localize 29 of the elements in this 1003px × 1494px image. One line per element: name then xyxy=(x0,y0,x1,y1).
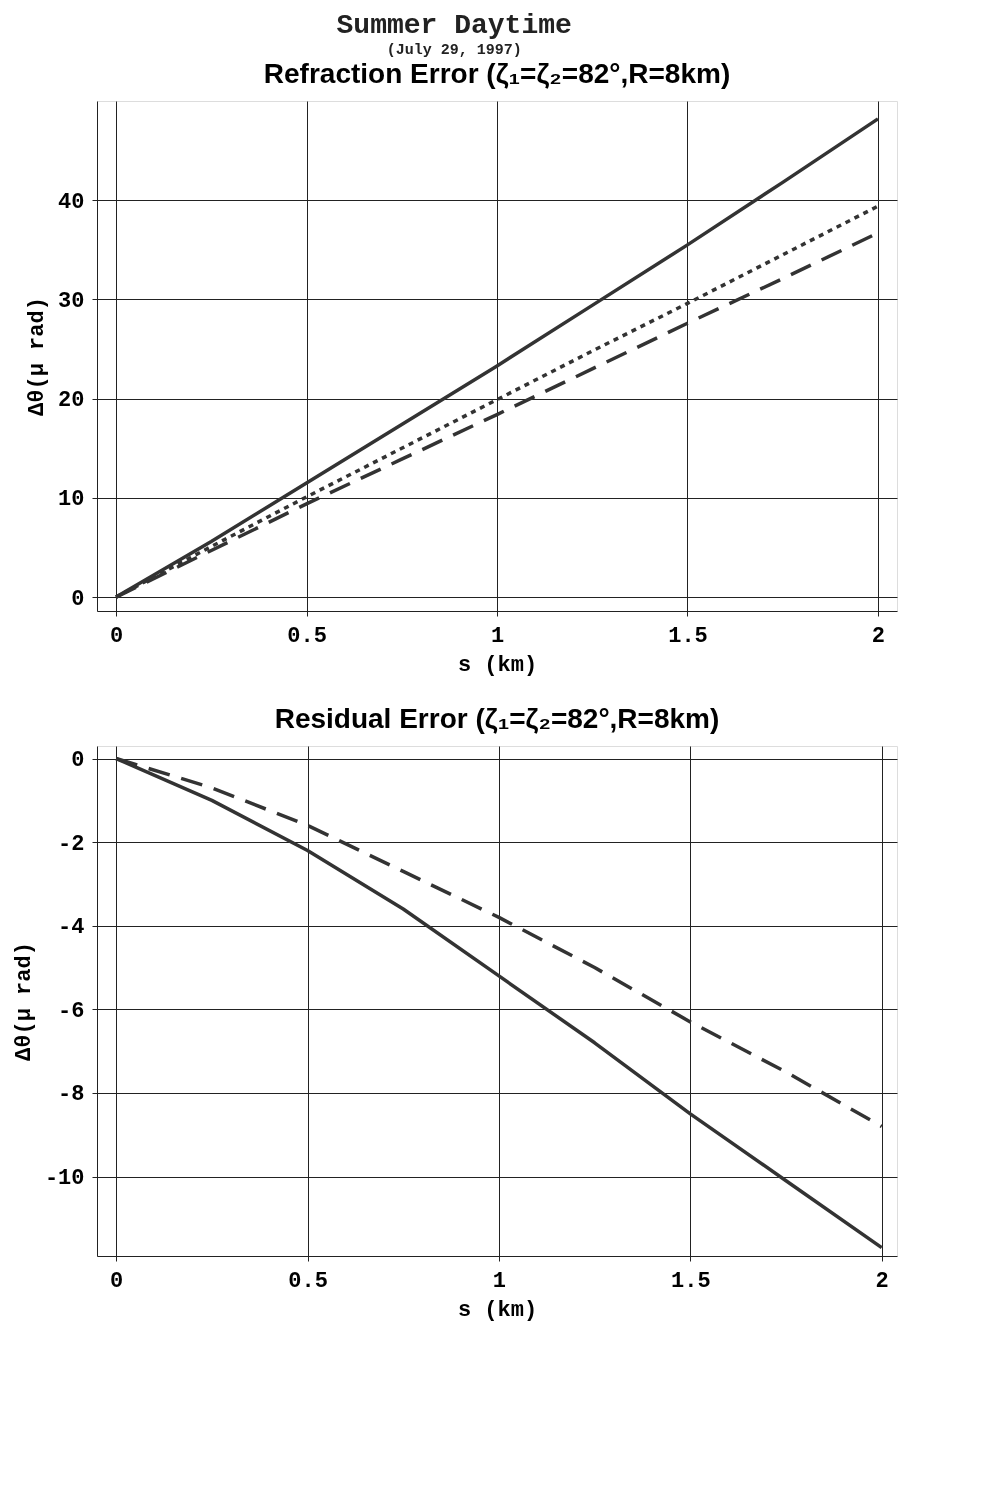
y-axis-title: Δθ(μ rad) xyxy=(11,942,37,1061)
x-tick-label: 1 xyxy=(492,1268,507,1294)
x-tick-label: 2 xyxy=(875,1268,889,1294)
text: Summer Daytime xyxy=(336,9,572,41)
x-tick-label: 1.5 xyxy=(671,1268,711,1294)
y-tick-label: 30 xyxy=(58,288,85,314)
y-axis-title: Δθ(μ rad) xyxy=(25,297,51,416)
y-tick-label: 40 xyxy=(58,189,85,215)
x-tick-label: 1 xyxy=(490,623,505,649)
y-tick-label: 20 xyxy=(58,388,85,414)
y-tick-label: 0 xyxy=(71,748,85,774)
chart-title: Refraction Error (ζ₁=ζ₂=82°,R=8km) xyxy=(263,58,731,89)
y-tick-label: -2 xyxy=(58,831,85,857)
y-tick-label: -8 xyxy=(58,1082,85,1108)
text: (July 29, 1997) xyxy=(386,41,522,59)
x-axis-title: s (km) xyxy=(457,1297,538,1323)
x-tick-label: 0 xyxy=(110,1268,124,1294)
chart-title: Residual Error (ζ₁=ζ₂=82°,R=8km) xyxy=(274,703,720,734)
y-tick-label: 0 xyxy=(71,586,85,612)
y-tick-label: -10 xyxy=(44,1166,85,1192)
x-tick-label: 2 xyxy=(871,623,886,649)
x-tick-label: 1.5 xyxy=(668,623,708,649)
x-tick-label: 0 xyxy=(109,623,124,649)
x-tick-label: 0.5 xyxy=(288,1268,328,1294)
y-tick-label: -4 xyxy=(58,915,85,941)
y-tick-label: -6 xyxy=(58,998,85,1024)
x-tick-label: 0.5 xyxy=(287,623,327,649)
x-axis-title: s (km) xyxy=(457,652,538,678)
y-tick-label: 10 xyxy=(58,487,85,513)
